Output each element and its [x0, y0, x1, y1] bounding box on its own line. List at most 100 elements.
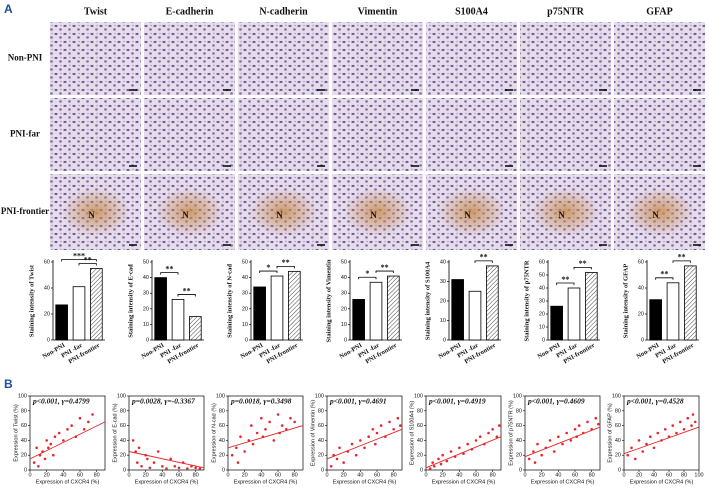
y-tick-label: 0	[542, 337, 545, 343]
y-tick-label: 50	[242, 259, 248, 265]
nerve-marker: N	[652, 210, 659, 220]
scatter-point	[392, 428, 395, 431]
scatter-point	[137, 446, 141, 450]
scatter-point	[43, 457, 47, 461]
x-tick-label: 20	[143, 472, 149, 478]
y-tick-label: 50	[341, 259, 347, 265]
stain-region	[437, 188, 506, 236]
y-tick-label: 0	[123, 467, 126, 473]
x-tick-label: 80	[391, 472, 397, 478]
significance-bracket	[556, 282, 575, 285]
scatter-point	[533, 461, 537, 464]
scatter-point	[626, 453, 630, 457]
scatter-point	[264, 428, 267, 431]
y-axis-label: Expression of Twist (%)	[13, 404, 19, 462]
scatter-point	[648, 435, 652, 439]
scatter-point	[586, 420, 589, 424]
y-tick-label: 20	[318, 453, 324, 459]
scatter-point	[289, 416, 292, 420]
y-tick-label: 30	[539, 298, 545, 304]
nerve-marker: N	[276, 210, 283, 220]
scatter-point	[458, 446, 461, 450]
significance-bracket	[474, 260, 493, 263]
scatter-point	[57, 431, 61, 435]
scatter-point	[239, 435, 242, 439]
y-tick-label: 100	[216, 393, 225, 399]
y-tick-label: 60	[21, 423, 27, 429]
micrograph	[614, 98, 705, 171]
micrograph	[614, 22, 705, 95]
scatter-point	[136, 461, 139, 464]
column-header: Vimentin	[358, 6, 398, 17]
significance-label: **	[165, 264, 173, 273]
fit-line	[425, 436, 502, 469]
significance-label: **	[561, 275, 569, 284]
column-header: GFAP	[646, 6, 672, 17]
fit-line	[128, 451, 205, 469]
y-tick-label: 10	[539, 324, 545, 330]
scatter-point	[47, 446, 50, 450]
y-tick-label: 60	[120, 423, 126, 429]
bar	[270, 275, 284, 341]
bar	[684, 265, 697, 341]
bar	[468, 290, 482, 341]
scatter-point	[53, 435, 57, 439]
significance-bracket	[672, 260, 691, 263]
scatter-point	[671, 424, 675, 427]
x-tick-label: 60	[176, 472, 182, 478]
y-tick-label: 40	[242, 275, 248, 281]
scatter-point	[691, 413, 695, 416]
correlation-label: p=0.0028, γ=-0.3367	[131, 397, 195, 406]
bar	[253, 286, 266, 341]
scatter-point	[690, 424, 693, 427]
scatter-point	[652, 446, 656, 450]
stain-region	[343, 188, 412, 236]
y-tick-label: 40	[219, 438, 225, 444]
x-tick-label: 40	[60, 472, 66, 478]
y-axis-label: Expression of p75NTR (%)	[508, 400, 514, 466]
x-tick-label: 40	[651, 472, 657, 478]
y-tick-label: 40	[318, 438, 324, 444]
x-tick-label: 0	[523, 472, 526, 478]
y-axis-label: Expression of N-cad (%)	[211, 403, 217, 463]
scatter-point	[548, 439, 552, 442]
scatter-point	[557, 435, 560, 439]
y-tick-label: 0	[618, 467, 621, 473]
scatter-point	[32, 461, 36, 464]
y-tick-label: 60	[539, 259, 545, 265]
scatter-point	[148, 466, 152, 470]
bar	[171, 299, 185, 341]
bar	[369, 281, 383, 341]
y-tick-label: 10	[341, 322, 347, 328]
y-tick-label: 40	[120, 438, 126, 444]
micrograph	[426, 22, 517, 95]
scatter-point	[161, 465, 164, 468]
scatter-point	[66, 428, 69, 431]
y-tick-label: 80	[417, 408, 423, 414]
x-tick-label: 60	[275, 472, 281, 478]
scatter-point	[474, 439, 478, 442]
nerve-marker: N	[464, 210, 471, 220]
significance-label: **	[678, 253, 686, 262]
x-axis-label: Expression of CXCR4 (%)	[630, 479, 694, 485]
x-tick-label: 80	[589, 472, 595, 478]
scatter-point	[527, 457, 531, 461]
micrograph	[50, 22, 141, 95]
bar	[550, 305, 563, 341]
scatter-point	[569, 439, 573, 442]
y-tick-label: 10	[242, 322, 248, 328]
scatter-point	[62, 439, 65, 442]
significance-label: **	[579, 259, 587, 268]
correlation-label: p<0.001, γ=0.4528	[626, 397, 684, 406]
scatter-point	[131, 439, 135, 442]
x-axis-label: Expression of CXCR4 (%)	[135, 479, 199, 485]
significance-bracket	[573, 267, 592, 270]
scatter-point	[169, 457, 172, 461]
y-tick-label: 100	[315, 393, 324, 399]
x-tick-label: 0	[622, 472, 625, 478]
scatter-point	[70, 424, 73, 427]
y-tick-label: 40	[21, 438, 27, 444]
y-tick-label: 60	[219, 423, 225, 429]
scatter-point	[388, 420, 391, 424]
scatter-point	[255, 431, 259, 435]
